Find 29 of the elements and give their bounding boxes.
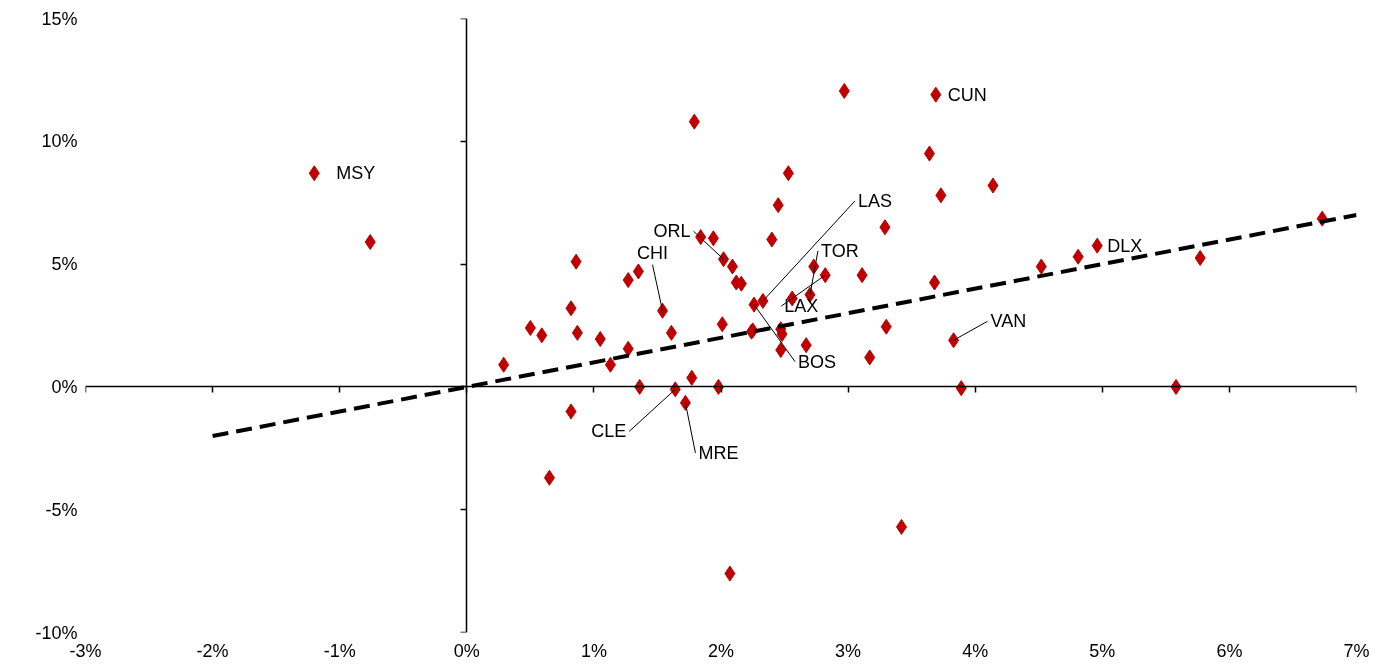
y-tick-label: 15%: [41, 8, 78, 29]
annotation: ORL: [653, 221, 691, 242]
y-tick-label: -5%: [45, 499, 78, 520]
y-tick-label: -10%: [35, 622, 78, 643]
x-tick-label: 6%: [1216, 640, 1243, 661]
annotation: LAX: [784, 296, 819, 317]
y-tick-label: 5%: [51, 254, 78, 275]
annotation: LAS: [857, 190, 892, 211]
x-tick-label: 7%: [1343, 640, 1370, 661]
y-tick-label: 0%: [51, 376, 78, 397]
x-tick-label: -3%: [69, 640, 102, 661]
x-tick-label: 2%: [707, 640, 735, 661]
x-tick-label: 0%: [453, 640, 480, 661]
x-tick-label: -2%: [196, 640, 229, 661]
annotation: CHI: [637, 242, 669, 263]
annotation: MSY: [336, 163, 376, 184]
x-tick-label: 5%: [1089, 640, 1116, 661]
annotation: TOR: [820, 240, 859, 261]
annotation: CLE: [591, 421, 627, 442]
annotation: DLX: [1107, 235, 1143, 256]
annotation: MRE: [698, 442, 739, 463]
annotation: VAN: [990, 311, 1027, 332]
x-tick-label: 4%: [962, 640, 989, 661]
x-tick-label: 3%: [835, 640, 862, 661]
annotation: BOS: [798, 351, 837, 372]
x-tick-label: -1%: [323, 640, 356, 661]
y-tick-label: 10%: [41, 131, 78, 152]
x-tick-label: 1%: [580, 640, 607, 661]
annotation: CUN: [947, 84, 987, 105]
